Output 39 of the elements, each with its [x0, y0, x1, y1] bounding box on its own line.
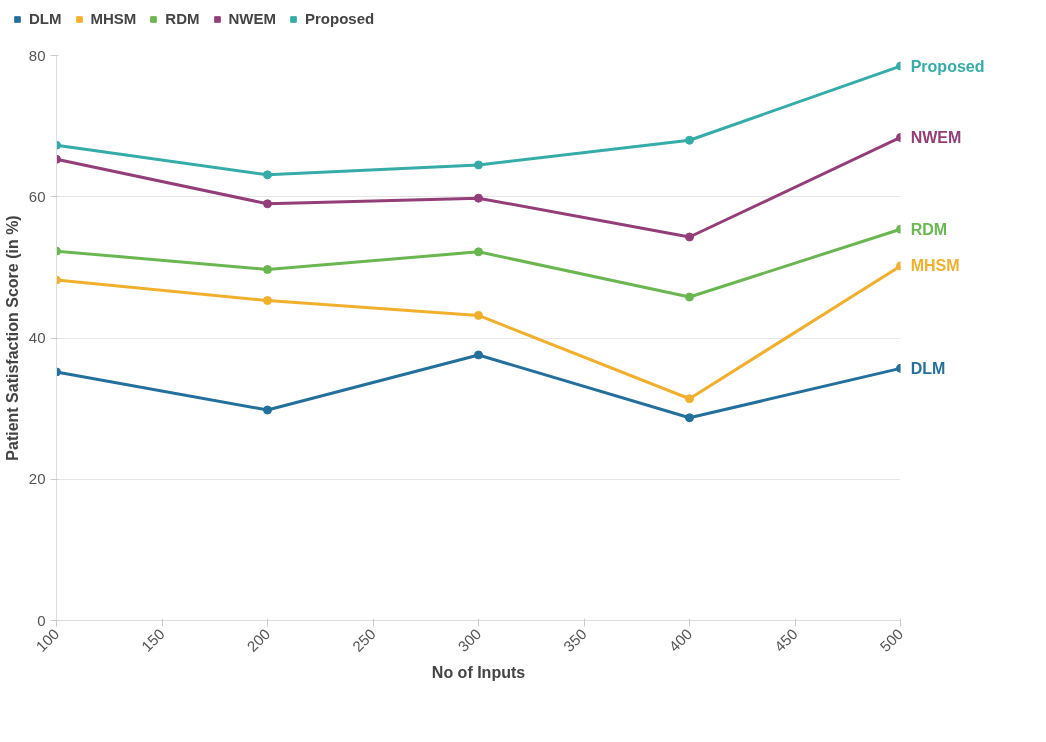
- legend-label: DLM: [29, 10, 62, 27]
- point: [263, 265, 272, 274]
- x-tick-label: 150: [137, 625, 168, 655]
- x-tick-label: 300: [454, 625, 485, 655]
- point: [685, 394, 694, 404]
- text: NWEM: [910, 128, 962, 146]
- legend-label: MHSM: [90, 10, 137, 27]
- point: [685, 292, 694, 302]
- point: [474, 310, 483, 320]
- x-axis-title: No of Inputs: [431, 664, 526, 682]
- point: [263, 170, 272, 180]
- x-tick-label: 500: [876, 625, 907, 655]
- point: [474, 350, 483, 360]
- point: [685, 232, 694, 242]
- y-tick-label: 80: [28, 46, 46, 64]
- point: [263, 296, 272, 306]
- x-tick-label: 250: [348, 625, 379, 655]
- x-tick-label: 200: [243, 625, 274, 655]
- text: MHSM: [910, 257, 960, 275]
- point: [474, 193, 483, 203]
- point: [474, 247, 483, 257]
- point: [263, 405, 272, 415]
- point: [474, 160, 483, 170]
- text: RDM: [910, 220, 948, 238]
- x-tick-label: 450: [770, 625, 801, 655]
- point: [263, 199, 272, 209]
- legend-label: RDM: [165, 10, 200, 27]
- x-tick-label: 350: [559, 625, 590, 655]
- y-tick-label: 60: [28, 187, 46, 205]
- y-tick-label: 40: [28, 329, 46, 346]
- x-tick-label: 400: [665, 625, 696, 655]
- point: [685, 135, 694, 145]
- y-tick-label: 20: [28, 470, 46, 488]
- y-axis-title: Patient Satisfaction Score (in %): [3, 215, 21, 461]
- point: [685, 413, 694, 423]
- text: Proposed: [910, 57, 985, 75]
- legend-label: NWEM: [228, 10, 276, 27]
- text: DLM: [910, 359, 946, 377]
- legend-label: Proposed: [305, 10, 375, 27]
